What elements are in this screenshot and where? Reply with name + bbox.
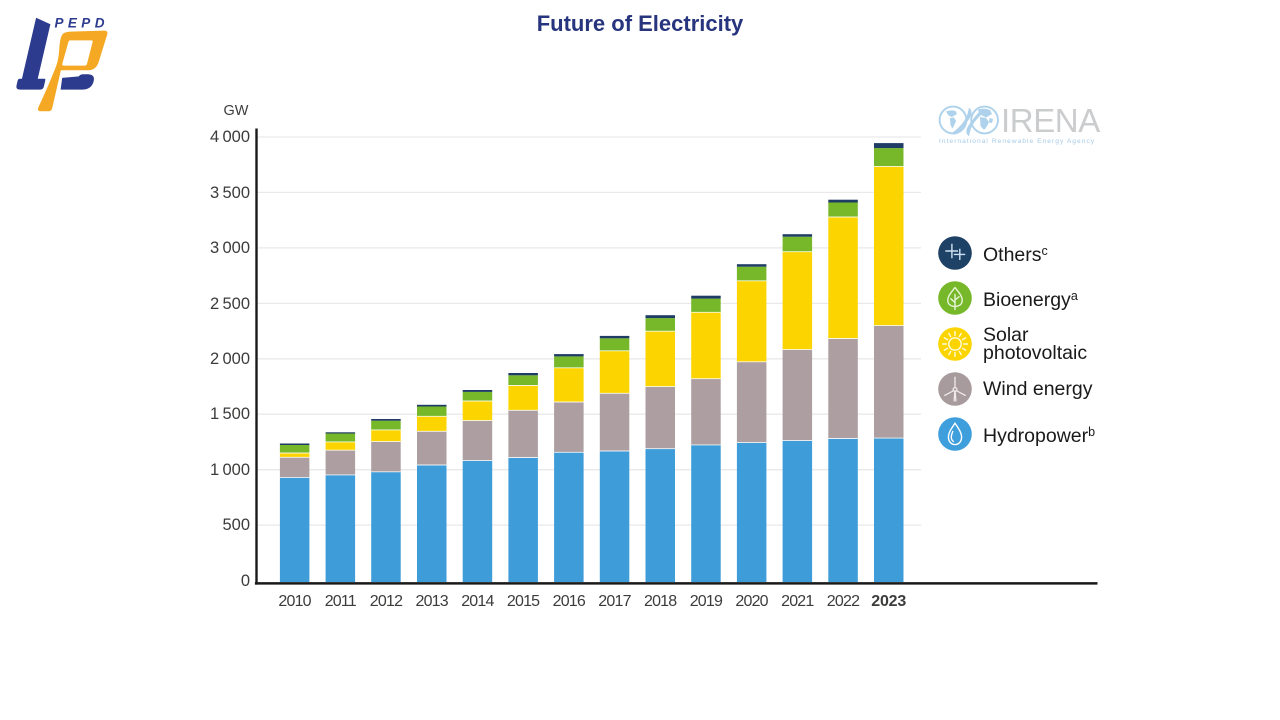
svg-text:PEPD: PEPD: [55, 16, 109, 31]
